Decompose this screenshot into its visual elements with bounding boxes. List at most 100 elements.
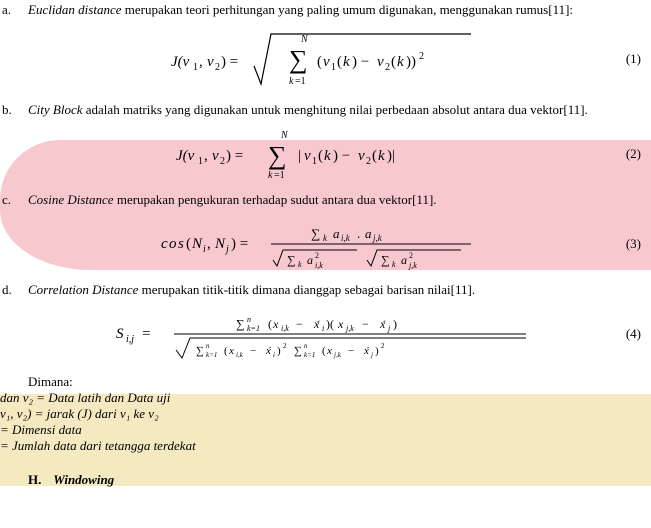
svg-text:2: 2 bbox=[385, 62, 390, 73]
svg-text:k: k bbox=[323, 233, 328, 243]
svg-text:v: v bbox=[207, 54, 214, 70]
svg-text:j: j bbox=[370, 351, 373, 359]
item-b: b. City Block adalah matriks yang diguna… bbox=[0, 102, 651, 118]
equation-2-number: (2) bbox=[626, 146, 641, 162]
svg-text:v: v bbox=[304, 148, 311, 164]
item-d-term: Correlation Distance bbox=[28, 282, 138, 297]
svg-text:n: n bbox=[206, 342, 210, 350]
svg-text:(: ( bbox=[224, 345, 228, 357]
svg-text:): ) bbox=[375, 345, 379, 357]
svg-text:k: k bbox=[324, 148, 331, 164]
svg-text:2: 2 bbox=[366, 156, 371, 167]
def-line-3: = Dimensi data bbox=[0, 422, 651, 438]
svg-text:i,k: i,k bbox=[281, 324, 289, 333]
svg-text:2: 2 bbox=[381, 342, 385, 350]
item-a-rest: merupakan teori perhitungan yang paling … bbox=[122, 2, 574, 17]
svg-text:n: n bbox=[304, 342, 308, 350]
section-heading: H. Windowing bbox=[0, 472, 651, 488]
item-a-letter: a. bbox=[0, 2, 28, 18]
svg-text:): ) bbox=[277, 345, 281, 357]
svg-text:k=1: k=1 bbox=[304, 351, 315, 359]
svg-text:x: x bbox=[337, 317, 344, 331]
svg-text:1: 1 bbox=[312, 156, 317, 167]
svg-text:S: S bbox=[116, 326, 124, 342]
svg-text:j,k: j,k bbox=[372, 233, 383, 243]
svg-text:−: − bbox=[348, 345, 354, 357]
svg-text:)|: )| bbox=[387, 148, 395, 164]
svg-text:) =: ) = bbox=[231, 236, 248, 252]
svg-text:n: n bbox=[247, 315, 251, 324]
svg-text:(: ( bbox=[337, 54, 342, 70]
item-b-rest: adalah matriks yang digunakan untuk meng… bbox=[83, 102, 588, 117]
svg-text:k: k bbox=[397, 54, 404, 70]
svg-text:2: 2 bbox=[409, 251, 413, 260]
svg-text:−: − bbox=[362, 317, 369, 331]
svg-text:(: ( bbox=[318, 148, 323, 164]
def-line-4: = Jumlah data dari tetangga terdekat bbox=[0, 438, 651, 454]
svg-text:j: j bbox=[387, 324, 391, 333]
svg-text:a: a bbox=[333, 226, 340, 241]
svg-text:,: , bbox=[207, 236, 211, 252]
svg-text:=1: =1 bbox=[274, 170, 285, 181]
equation-2-svg: J(v 1 , v 2 ) = N ∑ k =1 | v 1 ( k ) − v… bbox=[176, 126, 476, 182]
svg-text:(: ( bbox=[268, 317, 272, 331]
svg-text:x́: x́ bbox=[265, 345, 272, 357]
svg-text:x́: x́ bbox=[363, 345, 370, 357]
svg-text:j,k: j,k bbox=[408, 261, 417, 270]
svg-text:x: x bbox=[326, 345, 332, 357]
svg-text:(: ( bbox=[186, 236, 191, 252]
item-a: a. Euclidan distance merupakan teori per… bbox=[0, 2, 651, 18]
svg-text:|: | bbox=[298, 148, 301, 164]
equation-3-svg: cos ( N i , N j ) = ∑ k a i,k . a j,k bbox=[161, 216, 491, 272]
equation-1-svg: J(v 1 , v 2 ) = N ∑ k =1 ( v 1 ( k bbox=[171, 26, 481, 92]
svg-text:N: N bbox=[280, 130, 289, 141]
svg-text:j,k: j,k bbox=[333, 351, 342, 359]
svg-text:N: N bbox=[214, 236, 226, 252]
item-c-letter: c. bbox=[0, 192, 28, 208]
def-line-2: v₁, v₂) = jarak (J) dari v₁ ke v₂ bbox=[0, 406, 651, 422]
content: a. Euclidan distance merupakan teori per… bbox=[0, 2, 651, 488]
svg-text:v: v bbox=[377, 54, 384, 70]
svg-text:x́: x́ bbox=[313, 317, 321, 331]
svg-text:v: v bbox=[358, 148, 365, 164]
svg-text:2: 2 bbox=[220, 156, 225, 167]
svg-text:k: k bbox=[289, 76, 294, 87]
svg-text:a: a bbox=[365, 226, 372, 241]
item-d-text: Correlation Distance merupakan titik-tit… bbox=[28, 282, 651, 298]
item-d: d. Correlation Distance merupakan titik-… bbox=[0, 282, 651, 298]
item-b-term: City Block bbox=[28, 102, 83, 117]
equation-4: S i,j = ∑ n k=1 ( x i,k − x́ i )( x j,k … bbox=[0, 306, 651, 362]
svg-text:i,k: i,k bbox=[236, 351, 244, 359]
svg-text:)): )) bbox=[406, 54, 416, 70]
svg-text:i: i bbox=[203, 244, 206, 255]
item-c-text: Cosine Distance merupakan pengukuran ter… bbox=[28, 192, 651, 208]
item-c: c. Cosine Distance merupakan pengukuran … bbox=[0, 192, 651, 208]
svg-text:)(: )( bbox=[326, 317, 334, 331]
svg-text:1: 1 bbox=[331, 62, 336, 73]
equation-3-number: (3) bbox=[626, 236, 641, 252]
equation-4-number: (4) bbox=[626, 326, 641, 342]
svg-text:∑: ∑ bbox=[196, 345, 204, 357]
svg-text:k: k bbox=[268, 170, 273, 181]
equation-2: J(v 1 , v 2 ) = N ∑ k =1 | v 1 ( k ) − v… bbox=[0, 126, 651, 182]
svg-text:k: k bbox=[378, 148, 385, 164]
svg-text:N: N bbox=[191, 236, 203, 252]
svg-text:o: o bbox=[169, 236, 177, 252]
svg-text:(: ( bbox=[372, 148, 377, 164]
equation-1-number: (1) bbox=[626, 51, 641, 67]
svg-text:k: k bbox=[298, 260, 302, 269]
svg-text:x: x bbox=[272, 317, 279, 331]
def-line-1: dan v₂ = Data latih dan Data uji bbox=[0, 390, 651, 406]
def-line-3-text: = Dimensi data bbox=[0, 422, 82, 437]
svg-text:k: k bbox=[343, 54, 350, 70]
item-c-term: Cosine Distance bbox=[28, 192, 114, 207]
svg-text:i,k: i,k bbox=[341, 233, 351, 243]
svg-text:v: v bbox=[323, 54, 330, 70]
svg-text:1: 1 bbox=[198, 156, 203, 167]
def-line-2-text: v₁, v₂) = jarak (J) dari v₁ ke v₂ bbox=[0, 406, 159, 421]
svg-text:): ) bbox=[393, 317, 397, 331]
svg-text:s: s bbox=[178, 236, 184, 252]
svg-text:(: ( bbox=[317, 54, 322, 70]
svg-text:=1: =1 bbox=[295, 76, 306, 87]
svg-text:v: v bbox=[212, 148, 219, 164]
